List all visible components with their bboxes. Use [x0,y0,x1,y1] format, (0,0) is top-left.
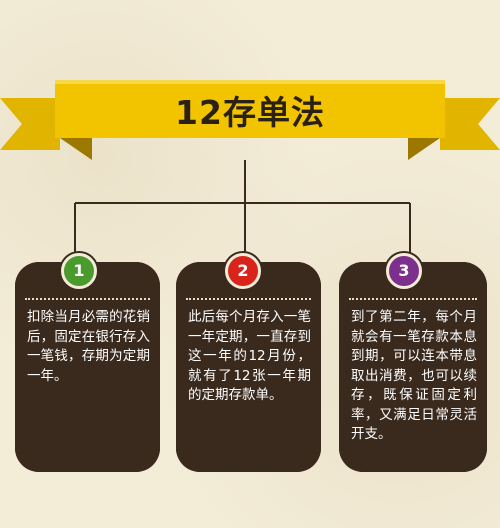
step-badge-3: 3 [386,253,422,289]
step-card-1: 扣除当月必需的花销后，固定在银行存入一笔钱，存期为定期一年。 [15,262,160,472]
ribbon-main [55,80,445,138]
step-text-3: 到了第二年，每个月就会有一笔存款本息到期，可以连本带息取出消费，也可以续存，既保… [351,309,477,442]
step-text-1: 扣除当月必需的花销后，固定在银行存入一笔钱，存期为定期一年。 [27,309,150,384]
step-card-2: 此后每个月存入一笔一年定期，一直存到这一年的12月份，就有了12张一年期的定期存… [176,262,321,472]
step-card-3: 到了第二年，每个月就会有一笔存款本息到期，可以连本带息取出消费，也可以续存，既保… [339,262,487,472]
step-badge-2: 2 [225,253,261,289]
ribbon-left-fold [60,138,92,160]
page-title: 12存单法 [175,93,325,132]
ribbon-left-tail [0,98,60,150]
ribbon-right-tail [440,98,500,150]
dotted-divider [349,298,477,300]
step-text-2: 此后每个月存入一笔一年定期，一直存到这一年的12月份，就有了12张一年期的定期存… [188,309,311,403]
ribbon-right-fold [408,138,440,160]
dotted-divider [186,298,311,300]
dotted-divider [25,298,150,300]
step-badge-1: 1 [61,253,97,289]
